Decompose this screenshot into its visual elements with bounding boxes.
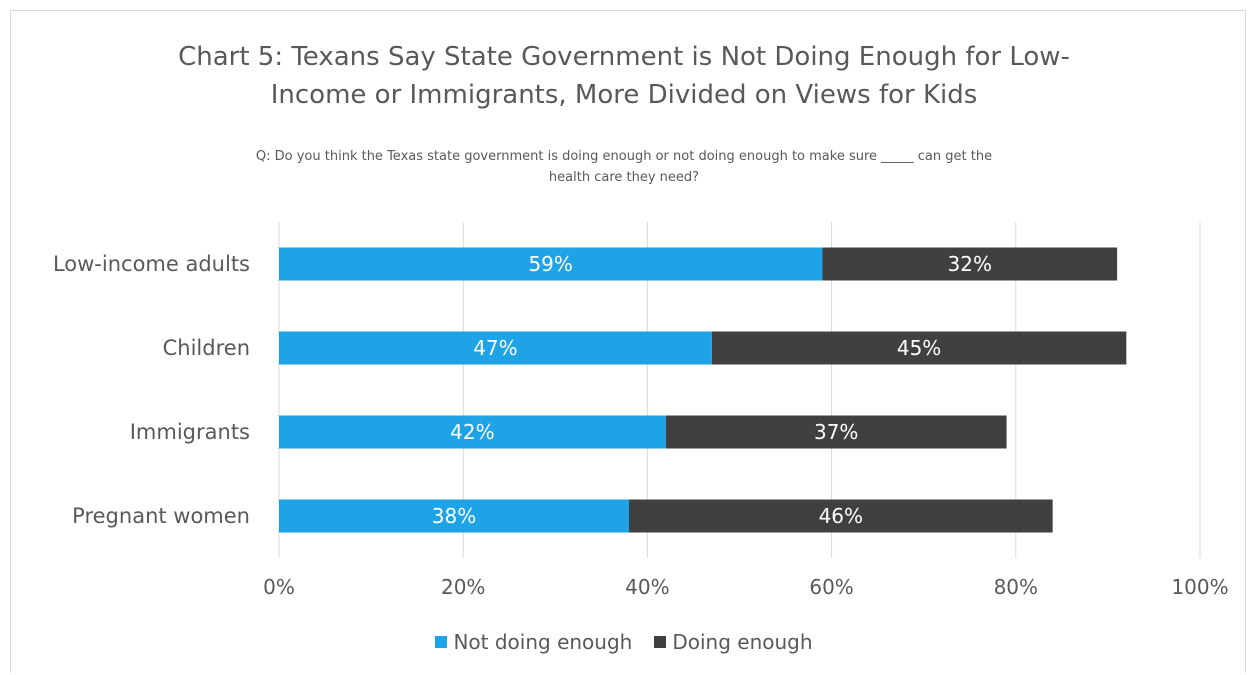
x-tick-label-20: 20%	[441, 575, 485, 599]
bar-0-0	[279, 247, 823, 281]
chart-title: Chart 5: Texans Say State Government is …	[160, 38, 1088, 114]
data-label-1-2: 37%	[814, 420, 858, 444]
bar-0-3	[279, 499, 629, 533]
data-label-0-0: 59%	[528, 252, 572, 276]
bar-1-3	[628, 499, 1053, 533]
legend-swatch-not-doing-enough	[435, 636, 448, 648]
bar-0-1	[279, 331, 712, 365]
legend-label-not-doing-enough: Not doing enough	[453, 630, 633, 654]
x-tick-label-100: 100%	[1171, 575, 1228, 599]
data-label-1-1: 45%	[897, 336, 941, 360]
bar-0-2	[279, 415, 666, 449]
category-label-1: Children	[163, 336, 250, 360]
legend-swatch-doing-enough	[654, 636, 667, 648]
bar-1-1	[711, 331, 1127, 365]
data-label-0-1: 47%	[473, 336, 517, 360]
data-label-0-2: 42%	[450, 420, 494, 444]
bar-1-0	[822, 247, 1118, 281]
x-tick-label-40: 40%	[625, 575, 669, 599]
chart-subtitle-line-1: Q: Do you think the Texas state governme…	[255, 149, 993, 164]
legend-item-not-doing-enough: Not doing enough	[435, 630, 632, 654]
chart-subtitle-line-2: health care they need?	[548, 170, 700, 185]
chart-subtitle: Q: Do you think the Texas state governme…	[150, 146, 1098, 188]
chart-frame	[10, 10, 1246, 673]
chart-title-line-1: Chart 5: Texans Say State Government is …	[178, 42, 1070, 72]
chart-title-line-2: Income or Immigrants, More Divided on Vi…	[270, 80, 978, 110]
data-label-1-0: 32%	[948, 252, 992, 276]
category-label-0: Low-income adults	[53, 252, 250, 276]
chart-legend: Not doing enough Doing enough	[0, 630, 1248, 654]
legend-label-doing-enough: Doing enough	[672, 630, 813, 654]
legend-item-doing-enough: Doing enough	[654, 630, 813, 654]
x-tick-label-60: 60%	[809, 575, 853, 599]
category-label-3: Pregnant women	[72, 504, 250, 528]
bar-1-2	[665, 415, 1007, 449]
data-label-0-3: 38%	[432, 504, 476, 528]
category-label-2: Immigrants	[130, 420, 250, 444]
data-label-1-3: 46%	[819, 504, 863, 528]
x-tick-label-80: 80%	[994, 575, 1038, 599]
x-tick-label-0: 0%	[263, 575, 295, 599]
